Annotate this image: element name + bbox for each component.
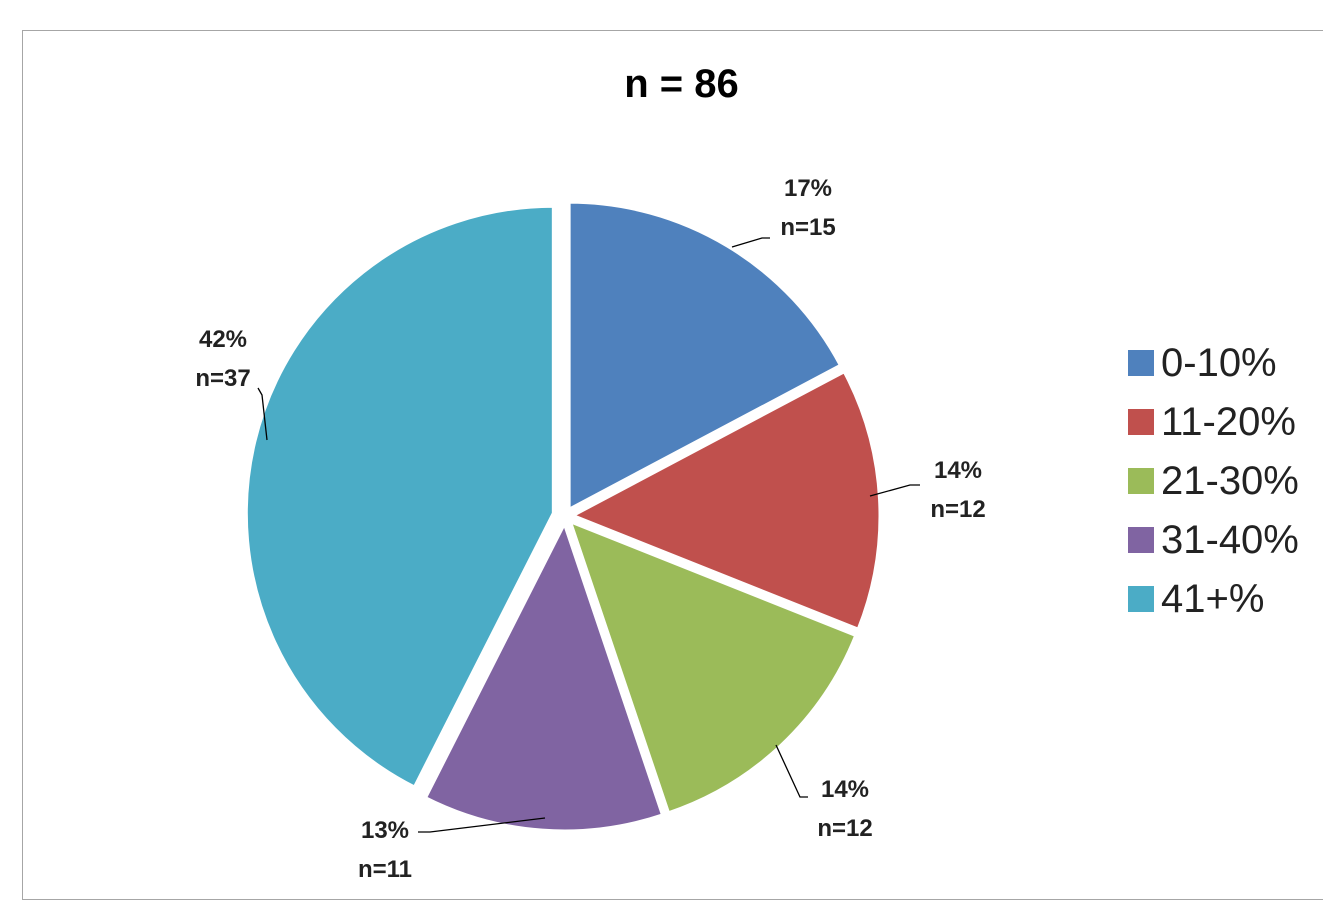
legend-item: 41+%	[1128, 569, 1299, 628]
leader-line	[418, 817, 546, 833]
data-label-percent: 13%	[361, 817, 409, 844]
data-label-percent: 14%	[821, 776, 869, 803]
legend-item: 21-30%	[1128, 451, 1299, 510]
legend-label: 21-30%	[1161, 458, 1299, 503]
pie-slice	[423, 520, 665, 833]
pie-slice	[567, 200, 843, 512]
legend-label: 0-10%	[1161, 340, 1277, 385]
legend-label: 11-20%	[1161, 399, 1296, 444]
data-label-percent: 14%	[934, 457, 982, 484]
data-label-percent: 17%	[784, 175, 832, 202]
leader-line	[257, 387, 268, 441]
leader-line	[775, 744, 808, 798]
legend: 0-10% 11-20% 21-30% 31-40% 41+%	[1128, 333, 1299, 628]
data-label-percent: 42%	[199, 326, 247, 353]
legend-label: 41+%	[1161, 576, 1265, 621]
data-label-count: n=12	[930, 496, 985, 523]
chart-title: n = 86	[624, 62, 739, 106]
data-label-count: n=11	[358, 856, 412, 883]
legend-item: 0-10%	[1128, 333, 1299, 392]
leader-line	[869, 484, 920, 497]
legend-swatch	[1128, 585, 1154, 612]
pie-slice	[244, 204, 555, 790]
data-label-count: n=37	[195, 365, 250, 392]
pie-slice	[568, 519, 858, 815]
legend-swatch	[1128, 349, 1154, 376]
legend-item: 11-20%	[1128, 392, 1299, 451]
leader-line	[731, 237, 770, 248]
data-label-count: n=15	[780, 214, 835, 241]
pie-slice	[569, 369, 882, 632]
legend-label: 31-40%	[1161, 517, 1299, 562]
legend-swatch	[1128, 526, 1154, 553]
data-label-count: n=12	[817, 815, 872, 842]
legend-item: 31-40%	[1128, 510, 1299, 569]
legend-swatch	[1128, 467, 1154, 494]
legend-swatch	[1128, 408, 1154, 435]
